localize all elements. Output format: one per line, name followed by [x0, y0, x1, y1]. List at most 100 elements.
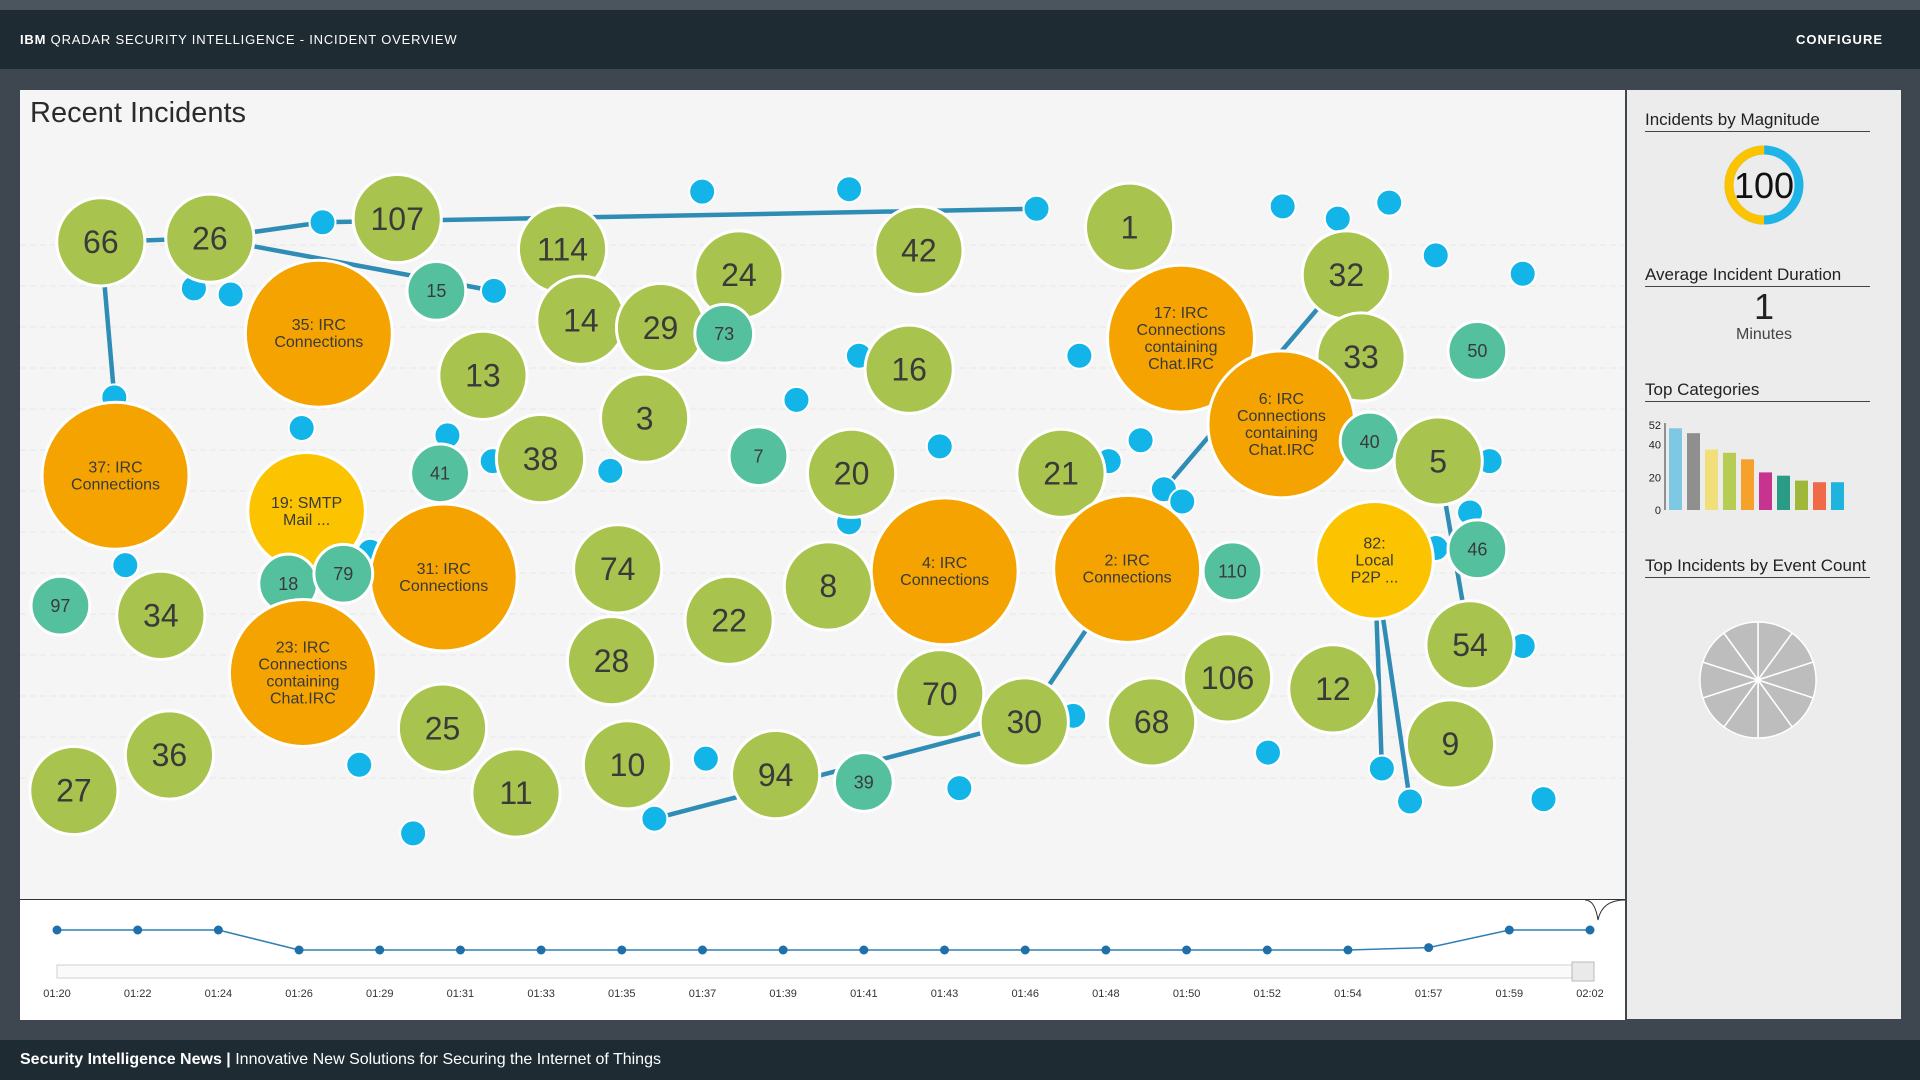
- event-dot[interactable]: [399, 819, 428, 848]
- incident-bubble[interactable]: 94: [730, 729, 822, 821]
- incident-bubble[interactable]: 5: [1392, 415, 1484, 507]
- incident-bubble[interactable]: 20: [805, 427, 898, 519]
- timeline-panel[interactable]: 01:20 01:22 01:24 01:26 01:29 01:31 01:33 01:35…: [20, 899, 1626, 1020]
- category-bar[interactable]: [1705, 449, 1718, 510]
- incident-bubble[interactable]: 46: [1446, 518, 1509, 581]
- incident-bubble[interactable]: 11: [470, 747, 562, 839]
- event-dot[interactable]: [1367, 754, 1396, 783]
- event-dot[interactable]: [688, 177, 717, 206]
- configure-button[interactable]: CONFIGURE: [1796, 32, 1883, 47]
- event-dot[interactable]: [596, 456, 625, 485]
- incident-bubble[interactable]: 7: [727, 425, 790, 488]
- event-dot[interactable]: [1323, 204, 1352, 233]
- news-ticker[interactable]: Security Intelligence News | Innovative …: [20, 1051, 661, 1069]
- incident-bubble[interactable]: 16: [863, 323, 955, 415]
- incident-bubble[interactable]: 10: [581, 719, 674, 811]
- timeline-chart[interactable]: 01:20 01:22 01:24 01:26 01:29 01:31 01:33 01:35…: [20, 899, 1626, 1020]
- incident-bubble[interactable]: 68: [1106, 676, 1198, 768]
- event-dot[interactable]: [782, 385, 811, 414]
- incident-bubble[interactable]: 21: [1015, 427, 1107, 519]
- incident-bubble[interactable]: 19: SMTPMail ...: [246, 451, 367, 572]
- event-dot[interactable]: [308, 208, 337, 237]
- incident-bubble[interactable]: 22: [683, 574, 775, 666]
- event-dot[interactable]: [1421, 241, 1450, 270]
- category-bar[interactable]: [1831, 482, 1844, 510]
- incident-bubble[interactable]: 30: [978, 676, 1070, 768]
- incident-bubble[interactable]: 15: [405, 259, 468, 322]
- category-bar[interactable]: [1777, 475, 1790, 510]
- incident-bubble[interactable]: 70: [894, 648, 986, 740]
- incident-bubble[interactable]: 9: [1404, 698, 1497, 790]
- event-dot[interactable]: [1126, 426, 1155, 455]
- pie-slice[interactable]: [1722, 621, 1759, 683]
- event-dot[interactable]: [1268, 192, 1297, 221]
- incident-bubble[interactable]: 39: [832, 751, 895, 813]
- top-categories-chart[interactable]: 52 40 20 0: [1627, 410, 1901, 520]
- incident-bubble[interactable]: 66: [55, 196, 147, 288]
- incident-bubble[interactable]: 73: [693, 302, 756, 365]
- incident-bubble[interactable]: 27: [28, 744, 120, 837]
- incident-bubble[interactable]: 25: [396, 682, 489, 774]
- event-dot[interactable]: [287, 414, 316, 443]
- event-dot[interactable]: [1508, 259, 1537, 288]
- category-bar[interactable]: [1741, 459, 1754, 510]
- incident-bubble[interactable]: 26: [164, 192, 256, 284]
- incident-bubble[interactable]: 28: [565, 615, 658, 707]
- incident-bubble[interactable]: 114: [516, 203, 609, 295]
- incident-bubble[interactable]: 42: [873, 204, 965, 297]
- category-bar[interactable]: [1723, 452, 1736, 510]
- category-bar[interactable]: [1795, 480, 1808, 510]
- incident-bubble[interactable]: 106: [1181, 632, 1274, 724]
- incident-bubble[interactable]: 29: [614, 282, 707, 374]
- event-count-pie[interactable]: [1627, 610, 1901, 750]
- incident-bubble[interactable]: 14: [535, 274, 627, 366]
- timeline-scrubber[interactable]: [56, 964, 1591, 979]
- event-dot[interactable]: [1253, 738, 1282, 767]
- incident-bubble[interactable]: 107: [351, 173, 443, 265]
- incident-bubble[interactable]: 54: [1424, 599, 1516, 691]
- incident-bubble[interactable]: 97: [29, 574, 92, 637]
- event-dot[interactable]: [479, 276, 508, 305]
- event-dot[interactable]: [216, 280, 245, 309]
- category-bar[interactable]: [1813, 482, 1826, 510]
- event-dot[interactable]: [691, 744, 720, 773]
- event-dot[interactable]: [1065, 341, 1094, 370]
- event-dot[interactable]: [1396, 787, 1425, 816]
- incident-bubble[interactable]: 12: [1287, 643, 1379, 735]
- category-bar[interactable]: [1759, 472, 1772, 510]
- event-dot[interactable]: [925, 432, 954, 461]
- event-dot[interactable]: [1375, 188, 1404, 217]
- incident-bubble[interactable]: 3: [599, 372, 691, 464]
- incident-bubble[interactable]: 1: [1083, 181, 1176, 273]
- incident-bubble[interactable]: 8: [782, 540, 874, 632]
- event-dot[interactable]: [345, 750, 374, 779]
- incident-bubble[interactable]: 82:LocalP2P ...: [1314, 499, 1435, 621]
- event-dot[interactable]: [111, 551, 140, 580]
- category-bar[interactable]: [1669, 428, 1682, 510]
- incident-bubble[interactable]: 38: [494, 413, 587, 505]
- timeline-handle[interactable]: [1571, 961, 1595, 982]
- event-dot[interactable]: [1168, 487, 1197, 516]
- event-dot[interactable]: [1022, 194, 1051, 223]
- incident-bubble[interactable]: 79: [312, 542, 375, 605]
- incident-bubble[interactable]: 110: [1201, 540, 1264, 603]
- incident-bubble[interactable]: 34: [115, 569, 207, 661]
- incident-bubble[interactable]: 32: [1300, 229, 1392, 321]
- event-dot[interactable]: [1529, 785, 1558, 814]
- incident-bubble[interactable]: 40: [1338, 410, 1401, 473]
- event-dot[interactable]: [945, 774, 974, 803]
- incident-bubble[interactable]: 36: [123, 709, 216, 801]
- incident-bubble[interactable]: 41: [409, 442, 471, 505]
- incident-bubble[interactable]: 24: [693, 229, 785, 321]
- event-dot[interactable]: [640, 804, 669, 833]
- category-bar[interactable]: [1687, 433, 1700, 510]
